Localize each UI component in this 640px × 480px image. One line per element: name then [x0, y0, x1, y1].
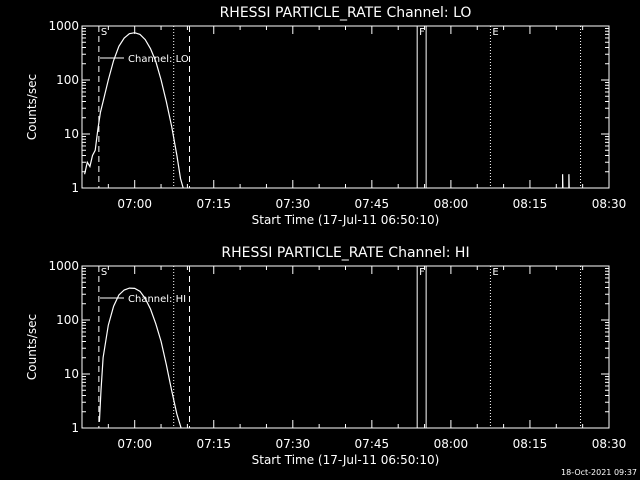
- x-tick-label: 07:30: [276, 437, 311, 451]
- chart-title: RHESSI PARTICLE_RATE Channel: HI: [221, 245, 469, 261]
- x-tick-label: 07:30: [276, 197, 311, 211]
- x-tick-label: 08:00: [434, 437, 469, 451]
- x-axis-label: Start Time (17-Jul-11 06:50:10): [252, 453, 440, 467]
- x-tick-label: 07:45: [355, 437, 390, 451]
- y-tick-label: 10: [64, 367, 79, 381]
- y-tick-label: 100: [56, 313, 79, 327]
- x-tick-label: 07:00: [117, 437, 152, 451]
- y-tick-label: 1000: [48, 19, 79, 33]
- x-tick-label: 08:15: [513, 437, 548, 451]
- x-tick-label: 07:45: [355, 197, 390, 211]
- x-tick-label: 08:30: [592, 197, 627, 211]
- x-axis-label: Start Time (17-Jul-11 06:50:10): [252, 213, 440, 227]
- y-tick-label: 10: [64, 127, 79, 141]
- marker-label: F: [419, 267, 425, 278]
- legend-label: Channel: LO: [128, 54, 189, 65]
- x-tick-label: 07:00: [117, 197, 152, 211]
- data-series-line: [84, 32, 184, 189]
- y-tick-label: 1000: [48, 259, 79, 273]
- marker-label: S: [101, 267, 107, 278]
- x-tick-label: 07:15: [196, 437, 231, 451]
- x-tick-label: 08:00: [434, 197, 469, 211]
- marker-label: E: [492, 27, 498, 38]
- chart-title: RHESSI PARTICLE_RATE Channel: LO: [220, 5, 472, 21]
- marker-label: F: [419, 27, 425, 38]
- legend-label: Channel: HI: [128, 294, 186, 305]
- generation-timestamp: 18-Oct-2021 09:37: [561, 468, 637, 477]
- x-tick-label: 08:15: [513, 197, 548, 211]
- y-axis-label: Counts/sec: [25, 314, 39, 380]
- y-axis-label: Counts/sec: [25, 74, 39, 140]
- y-tick-label: 1: [71, 181, 79, 195]
- x-tick-label: 08:30: [592, 437, 627, 451]
- panel-channel-hi: RHESSI PARTICLE_RATE Channel: HI Start Ti…: [25, 245, 626, 467]
- marker-label: S: [101, 27, 107, 38]
- panel-channel-lo: RHESSI PARTICLE_RATE Channel: LO Start Ti…: [25, 5, 626, 227]
- data-series-line: [98, 287, 182, 429]
- x-tick-label: 07:15: [196, 197, 231, 211]
- y-tick-label: 100: [56, 73, 79, 87]
- marker-label: E: [492, 267, 498, 278]
- y-tick-label: 1: [71, 421, 79, 435]
